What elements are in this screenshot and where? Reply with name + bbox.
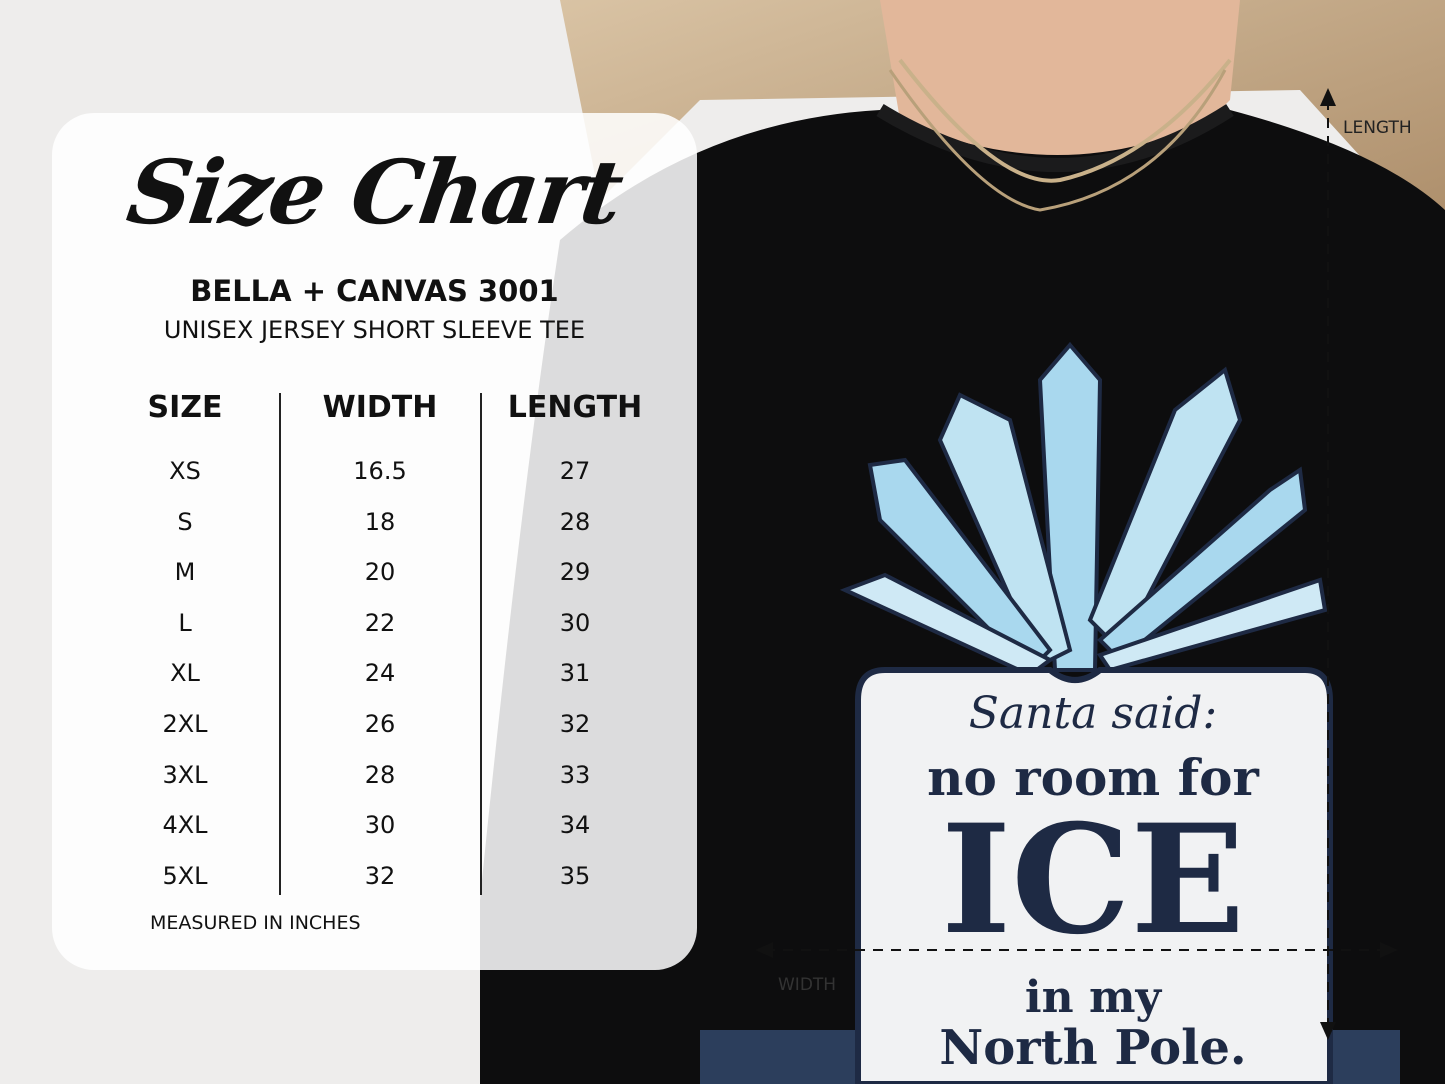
cell-width: 26 (364, 710, 396, 738)
cell-width: 30 (364, 811, 396, 840)
crystal-illustration (839, 341, 1328, 678)
cell-width: 24 (364, 659, 396, 688)
length-label: LENGTH (1343, 118, 1412, 138)
brand-model: BELLA + CANVAS 3001 (190, 274, 559, 308)
size-chart-card (52, 113, 697, 970)
sign-panel (855, 667, 1333, 1084)
cell-length: 31 (559, 659, 591, 688)
header-length: LENGTH (507, 390, 643, 425)
cell-size: XS (169, 457, 201, 485)
design-line-3: ICE (941, 792, 1245, 968)
footnote: MEASURED IN INCHES (150, 912, 361, 934)
cell-length: 33 (559, 760, 591, 789)
cell-length: 27 (559, 457, 591, 485)
cell-size: 5XL (162, 861, 208, 890)
cell-size: 2XL (162, 710, 208, 738)
cell-size: XL (170, 659, 200, 688)
cell-width: 16.5 (353, 457, 407, 485)
design-line-1: Santa said: (968, 688, 1218, 739)
cell-width: 32 (364, 861, 396, 890)
cell-width: 18 (364, 507, 396, 536)
design-line-5: North Pole. (939, 1020, 1247, 1076)
cell-size: 3XL (162, 760, 208, 789)
cell-size: L (178, 608, 192, 637)
cell-size: 4XL (162, 811, 208, 840)
cell-size: M (174, 558, 196, 587)
cell-length: 30 (559, 608, 591, 637)
product-subtitle: UNISEX JERSEY SHORT SLEEVE TEE (163, 316, 586, 344)
cell-size: S (177, 507, 193, 536)
design-line-2: no room for (927, 748, 1259, 807)
cell-length: 32 (559, 710, 591, 738)
cell-width: 28 (364, 760, 396, 789)
chart-title: Size Chart (121, 140, 628, 244)
design-line-4: in my (1024, 972, 1162, 1023)
cell-width: 22 (364, 608, 396, 637)
cell-length: 34 (559, 811, 591, 840)
column-divider (480, 393, 482, 895)
header-size: SIZE (147, 390, 223, 425)
cell-length: 35 (559, 861, 591, 890)
column-divider (279, 393, 281, 895)
width-label: WIDTH (778, 975, 837, 995)
cell-length: 28 (559, 507, 591, 536)
header-width: WIDTH (322, 390, 438, 425)
cell-length: 29 (559, 558, 591, 587)
cell-width: 20 (364, 558, 396, 587)
